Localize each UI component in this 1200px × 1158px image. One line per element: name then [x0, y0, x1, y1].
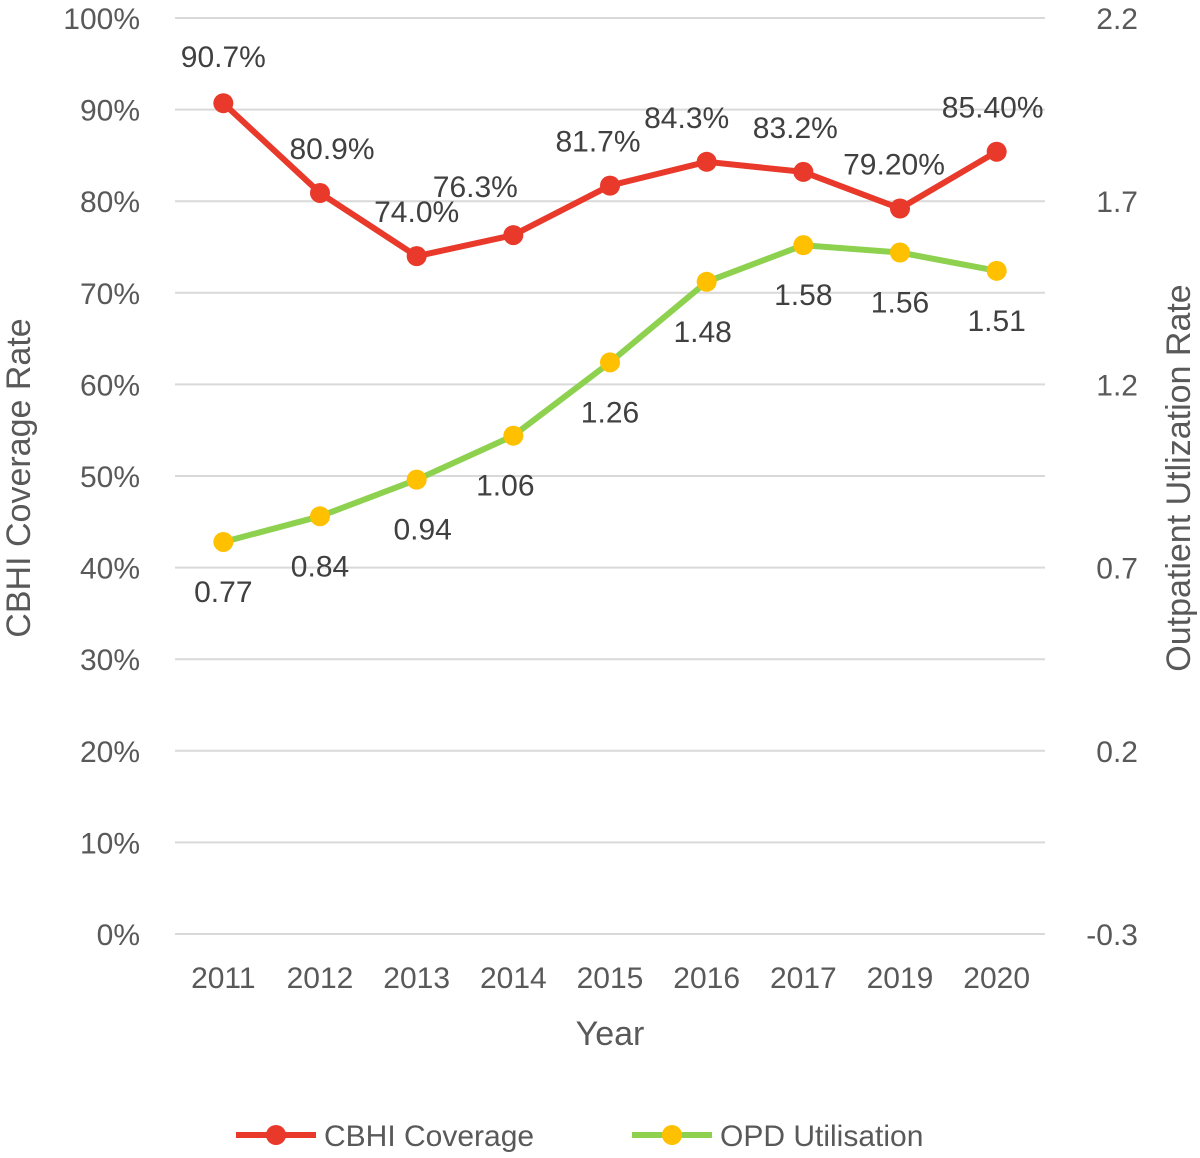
data-point-cbhi[interactable] [793, 161, 814, 182]
x-axis-ticks: 2011 2012 2013 2014 2015 2016 2017 2019 2020 [191, 962, 1030, 995]
data-point-cbhi[interactable] [696, 151, 717, 172]
data-point-opd[interactable] [503, 425, 524, 446]
legend-swatch-marker-cbhi [266, 1125, 286, 1145]
left-tick-label: 80% [80, 186, 140, 219]
data-label-cbhi: 81.7% [555, 126, 640, 159]
data-point-cbhi[interactable] [986, 141, 1007, 162]
left-tick-label: 70% [80, 278, 140, 311]
right-tick-label: 1.7 [1096, 186, 1138, 219]
data-point-cbhi[interactable] [310, 182, 330, 203]
data-label-cbhi: 90.7% [181, 41, 266, 74]
data-label-opd: 0.77 [194, 576, 252, 609]
right-tick-label: 0.7 [1096, 553, 1138, 586]
data-point-cbhi[interactable] [406, 246, 427, 267]
x-tick-label: 2013 [383, 962, 450, 995]
x-axis-title: Year [576, 1015, 645, 1053]
x-tick-label: 2016 [673, 962, 740, 995]
data-point-cbhi[interactable] [503, 225, 524, 246]
data-label-cbhi: 76.3% [433, 171, 518, 204]
left-axis-title: CBHI Coverage Rate [0, 318, 38, 637]
x-tick-label: 2020 [963, 962, 1030, 995]
data-label-opd: 1.51 [967, 305, 1025, 338]
data-point-opd[interactable] [986, 260, 1007, 281]
data-label-opd: 1.06 [476, 470, 534, 503]
left-tick-label: 30% [80, 644, 140, 677]
legend-label-opd: OPD Utilisation [720, 1120, 923, 1153]
data-point-opd[interactable] [213, 531, 234, 552]
right-tick-label: 1.2 [1096, 369, 1138, 402]
right-axis-ticks: -0.3 0.2 0.7 1.2 1.7 2.2 [1086, 3, 1138, 952]
data-point-opd[interactable] [406, 469, 427, 490]
x-tick-label: 2019 [867, 962, 934, 995]
left-tick-label: 100% [63, 3, 140, 36]
x-tick-label: 2011 [191, 962, 256, 995]
legend-label-cbhi: CBHI Coverage [324, 1120, 534, 1153]
right-tick-label: -0.3 [1086, 919, 1138, 952]
data-label-cbhi: 80.9% [289, 133, 374, 166]
data-point-cbhi[interactable] [213, 93, 234, 114]
left-tick-label: 60% [80, 369, 140, 402]
left-tick-label: 40% [80, 553, 140, 586]
left-tick-label: 10% [80, 827, 140, 860]
x-tick-label: 2017 [770, 962, 837, 995]
right-tick-label: 2.2 [1096, 3, 1138, 36]
left-tick-label: 90% [80, 95, 140, 128]
left-tick-label: 0% [97, 919, 140, 952]
x-tick-label: 2015 [577, 962, 644, 995]
data-point-opd[interactable] [696, 271, 717, 292]
data-label-cbhi: 83.2% [753, 112, 838, 145]
data-label-opd: 1.58 [774, 279, 832, 312]
data-point-opd[interactable] [890, 242, 910, 263]
data-label-opd: 1.56 [871, 286, 929, 319]
legend-item-opd[interactable]: OPD Utilisation [632, 1120, 923, 1153]
data-label-opd: 1.26 [581, 396, 639, 429]
data-point-cbhi[interactable] [890, 198, 910, 219]
left-tick-label: 20% [80, 736, 140, 769]
data-label-cbhi: 84.3% [644, 102, 729, 135]
data-point-opd[interactable] [600, 352, 620, 373]
legend-item-cbhi[interactable]: CBHI Coverage [236, 1120, 534, 1153]
x-tick-label: 2012 [287, 962, 354, 995]
data-point-opd[interactable] [310, 506, 330, 527]
left-tick-label: 50% [80, 461, 140, 494]
data-label-opd: 0.94 [393, 514, 451, 547]
series [213, 93, 1007, 552]
gridlines [175, 17, 1045, 935]
data-label-cbhi: 74.0% [374, 196, 459, 229]
legend-swatch-marker-opd [662, 1125, 682, 1145]
data-point-opd[interactable] [793, 235, 814, 256]
data-label-cbhi: 85.40% [942, 92, 1044, 125]
x-tick-label: 2014 [480, 962, 547, 995]
left-axis-ticks: 0% 10% 20% 30% 40% 50% 60% 70% 80% 90% 100% [63, 3, 140, 952]
data-labels: 90.7% 80.9%74.0%76.3% 81.7%84.3% 83.2%79.20… [181, 41, 1044, 609]
right-tick-label: 0.2 [1096, 736, 1138, 769]
right-axis-title: Outpatient Utlization Rate [1160, 284, 1198, 671]
data-label-opd: 0.84 [291, 550, 349, 583]
data-label-opd: 1.48 [673, 316, 731, 349]
data-point-cbhi[interactable] [600, 175, 620, 196]
legend[interactable]: CBHI Coverage OPD Utilisation [236, 1120, 923, 1153]
data-label-cbhi: 79.20% [843, 149, 945, 182]
